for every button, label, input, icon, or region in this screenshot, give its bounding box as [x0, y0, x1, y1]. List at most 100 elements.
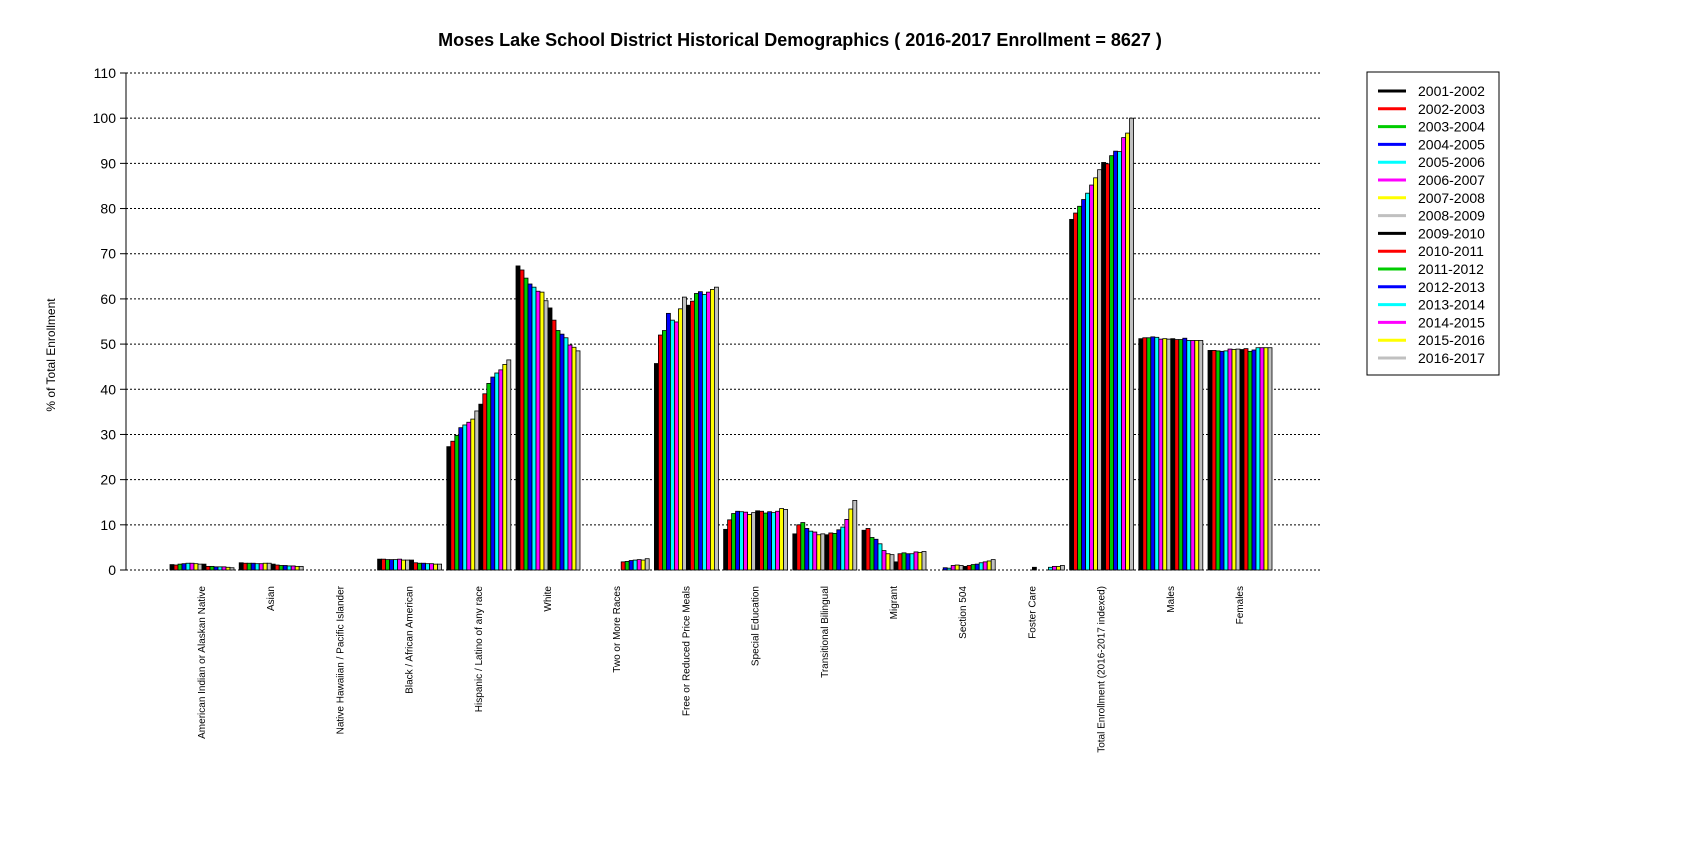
- bar: [881, 550, 887, 571]
- bar: [1142, 337, 1148, 571]
- bar: [1243, 348, 1249, 571]
- bar: [893, 561, 899, 571]
- bar: [800, 522, 806, 571]
- bar: [193, 563, 199, 571]
- bar: [1081, 199, 1086, 571]
- bar: [1109, 155, 1114, 571]
- bar-group: [515, 265, 581, 571]
- legend-item: 2007-2008: [1378, 190, 1485, 206]
- bar: [694, 293, 699, 571]
- bar: [710, 289, 715, 571]
- bar: [1101, 162, 1106, 571]
- bar-group: [942, 559, 996, 571]
- x-tick-label: Females: [1235, 586, 1246, 624]
- bar: [221, 566, 227, 571]
- bar: [986, 560, 992, 571]
- x-tick-label: Foster Care: [1027, 586, 1038, 639]
- bar: [377, 558, 383, 571]
- bar: [982, 561, 988, 571]
- bar-group: [1138, 336, 1204, 571]
- bar: [1052, 565, 1057, 571]
- bar: [1259, 347, 1265, 571]
- x-tick-label: White: [543, 586, 554, 612]
- legend-item: 2014-2015: [1378, 314, 1485, 330]
- x-tick-label: Native Hawaiian / Pacific Islander: [335, 585, 346, 734]
- bar: [1247, 350, 1253, 571]
- bar: [897, 553, 903, 571]
- bar: [1182, 337, 1188, 571]
- bar: [217, 566, 223, 571]
- bar: [796, 524, 802, 571]
- bar: [1056, 565, 1061, 571]
- bar: [869, 537, 875, 571]
- bar-group: [1032, 565, 1065, 571]
- bar: [958, 565, 964, 571]
- bar: [640, 559, 646, 571]
- bar: [527, 283, 533, 571]
- bar: [832, 533, 838, 571]
- x-tick-label: Section 504: [958, 586, 969, 639]
- bar: [978, 562, 984, 571]
- bar: [771, 512, 776, 571]
- bar: [523, 277, 529, 571]
- bar: [450, 440, 456, 571]
- bar: [848, 508, 854, 571]
- bar: [278, 565, 284, 571]
- bar: [543, 300, 549, 571]
- bar: [913, 551, 919, 571]
- bar: [755, 510, 760, 571]
- bar: [658, 334, 663, 571]
- legend-label: 2015-2016: [1418, 332, 1485, 348]
- bar: [213, 566, 219, 571]
- bar: [539, 291, 545, 571]
- bar: [421, 562, 427, 571]
- bar: [250, 562, 256, 571]
- bar: [433, 563, 439, 571]
- bar-group: [654, 286, 719, 571]
- bar: [531, 286, 537, 571]
- bar: [1069, 218, 1074, 571]
- bar: [551, 319, 557, 571]
- bar: [921, 551, 927, 571]
- bar: [723, 528, 728, 571]
- x-tick-label: Special Education: [751, 586, 762, 666]
- bar: [290, 565, 296, 571]
- y-tick-label: 80: [100, 201, 116, 217]
- bar: [454, 434, 460, 571]
- bar: [515, 265, 521, 571]
- bar: [486, 382, 492, 571]
- bar: [1166, 338, 1172, 571]
- bar: [628, 560, 634, 571]
- bar: [844, 518, 850, 571]
- bar: [1097, 169, 1102, 571]
- bar: [1255, 347, 1261, 571]
- bar: [636, 559, 642, 571]
- bar: [783, 509, 788, 571]
- bar: [462, 424, 468, 571]
- x-tick-label: Migrant: [889, 586, 900, 620]
- bar: [177, 563, 183, 571]
- bar: [1215, 350, 1221, 571]
- gridlines: [126, 72, 1320, 571]
- bar: [632, 559, 638, 571]
- bar: [209, 565, 215, 571]
- bar: [901, 552, 907, 571]
- bar: [747, 514, 752, 571]
- bar: [990, 559, 996, 571]
- bar: [1138, 338, 1144, 571]
- x-tick-label: Males: [1166, 586, 1177, 613]
- bar: [502, 364, 508, 571]
- bar: [644, 558, 650, 571]
- bar: [828, 532, 834, 571]
- legend-label: 2004-2005: [1418, 136, 1485, 152]
- bar-group: [446, 359, 512, 571]
- bar: [674, 321, 679, 571]
- bar: [873, 538, 879, 571]
- bar: [201, 563, 207, 571]
- bar: [1219, 350, 1225, 571]
- bar: [506, 359, 512, 571]
- bar: [824, 534, 830, 571]
- bar-group: [238, 562, 304, 571]
- y-tick-label: 40: [100, 381, 116, 397]
